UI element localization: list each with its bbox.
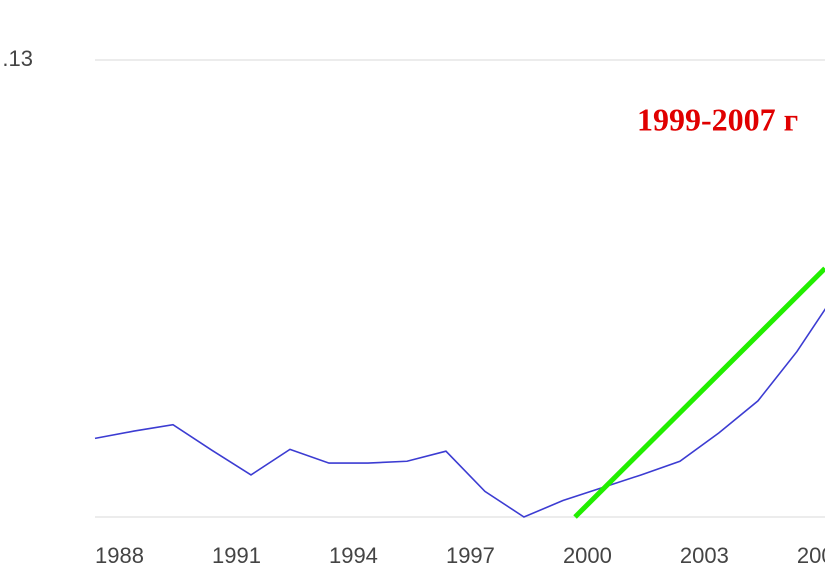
x-tick-label: 1991 bbox=[212, 543, 261, 568]
x-tick-label: 1988 bbox=[95, 543, 144, 568]
annotation: 1999-2007 г bbox=[637, 101, 798, 137]
trend-line bbox=[573, 266, 825, 519]
y-tick-label: .13 bbox=[2, 46, 33, 71]
x-tick-label: 1997 bbox=[446, 543, 495, 568]
x-tick-label: 2003 bbox=[680, 543, 729, 568]
data-line bbox=[94, 308, 825, 518]
x-tick-label: 2006 bbox=[797, 543, 825, 568]
x-tick-label: 1994 bbox=[329, 543, 378, 568]
x-tick-label: 2000 bbox=[563, 543, 612, 568]
